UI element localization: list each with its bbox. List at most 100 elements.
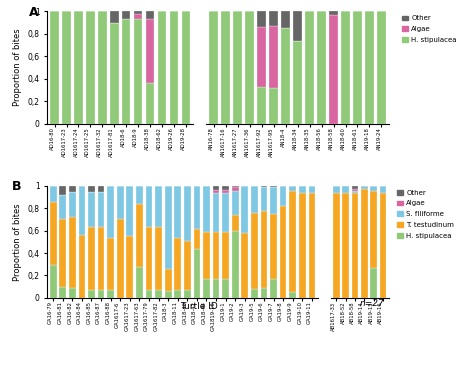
Bar <box>193 186 200 230</box>
Bar <box>50 265 56 298</box>
Bar <box>122 11 130 19</box>
Bar <box>270 214 277 279</box>
Bar <box>232 215 238 231</box>
Bar <box>213 193 219 231</box>
Bar <box>59 194 66 219</box>
Bar <box>251 186 258 212</box>
Bar <box>146 227 152 290</box>
Bar <box>134 19 143 124</box>
Bar <box>98 186 104 193</box>
Bar <box>353 11 362 124</box>
Bar <box>299 193 306 298</box>
Bar <box>289 292 296 298</box>
Bar <box>193 230 200 249</box>
Bar <box>261 186 267 187</box>
Bar <box>50 11 59 124</box>
Bar <box>261 288 267 298</box>
Bar <box>361 189 368 298</box>
Bar <box>165 269 172 291</box>
Text: n=27: n=27 <box>359 299 384 308</box>
Bar <box>107 238 114 290</box>
Bar <box>257 11 266 27</box>
Bar <box>59 186 66 194</box>
Bar <box>69 193 76 217</box>
Bar <box>136 267 143 298</box>
Bar <box>233 11 242 124</box>
Bar <box>88 290 95 298</box>
Bar <box>257 27 266 87</box>
Bar <box>261 212 267 288</box>
Bar <box>69 186 76 193</box>
Bar <box>98 227 104 290</box>
Bar <box>269 88 278 124</box>
Bar <box>110 11 118 23</box>
Bar <box>261 187 267 212</box>
Bar <box>127 236 133 298</box>
Bar <box>270 186 277 187</box>
Bar <box>117 219 124 298</box>
Bar <box>155 290 162 298</box>
Text: B: B <box>12 180 22 193</box>
Bar <box>146 290 152 298</box>
Bar <box>203 279 210 298</box>
Bar <box>136 186 143 204</box>
Bar <box>365 11 374 124</box>
Bar <box>107 290 114 298</box>
Bar <box>342 186 349 193</box>
Bar <box>222 279 229 298</box>
Bar <box>98 11 107 124</box>
Bar <box>59 219 66 287</box>
Bar <box>69 217 76 288</box>
Bar <box>305 11 314 124</box>
Bar <box>155 186 162 227</box>
Bar <box>371 186 377 191</box>
Bar <box>270 187 277 214</box>
Text: A: A <box>28 6 38 19</box>
Bar <box>146 83 155 124</box>
Bar <box>184 186 191 241</box>
Bar <box>213 279 219 298</box>
Bar <box>222 193 229 231</box>
Bar <box>69 288 76 298</box>
Bar <box>361 186 368 189</box>
Bar <box>342 183 349 186</box>
Bar <box>251 289 258 298</box>
Bar <box>377 11 386 124</box>
Bar <box>182 11 190 124</box>
Bar <box>280 186 286 206</box>
Bar <box>380 193 386 298</box>
Bar <box>203 231 210 279</box>
Bar <box>352 191 358 193</box>
Bar <box>117 186 124 219</box>
Bar <box>282 28 290 124</box>
Bar <box>222 186 229 190</box>
Bar <box>293 11 302 40</box>
Bar <box>158 11 166 124</box>
Bar <box>341 11 350 124</box>
Bar <box>86 11 95 124</box>
Y-axis label: Proportion of bites: Proportion of bites <box>13 29 22 107</box>
Bar <box>309 186 315 193</box>
Bar <box>88 193 95 227</box>
Legend: Other, Algae, S. filiforme, T. testudinum, H. stipulacea: Other, Algae, S. filiforme, T. testudinu… <box>394 187 457 242</box>
Bar <box>50 202 56 265</box>
Bar <box>122 19 130 124</box>
Bar <box>184 241 191 290</box>
Bar <box>380 186 386 193</box>
Y-axis label: Proportion of bites: Proportion of bites <box>13 203 22 281</box>
Bar <box>79 186 85 235</box>
Bar <box>280 206 286 298</box>
Bar <box>232 187 238 191</box>
Bar <box>269 11 278 26</box>
Bar <box>352 186 358 189</box>
Bar <box>213 190 219 193</box>
Bar <box>184 290 191 298</box>
Bar <box>98 290 104 298</box>
Bar <box>329 15 337 124</box>
Bar <box>232 191 238 215</box>
Bar <box>317 11 326 124</box>
Bar <box>98 193 104 227</box>
Bar <box>309 193 315 298</box>
Bar <box>333 193 340 298</box>
Bar <box>88 227 95 290</box>
